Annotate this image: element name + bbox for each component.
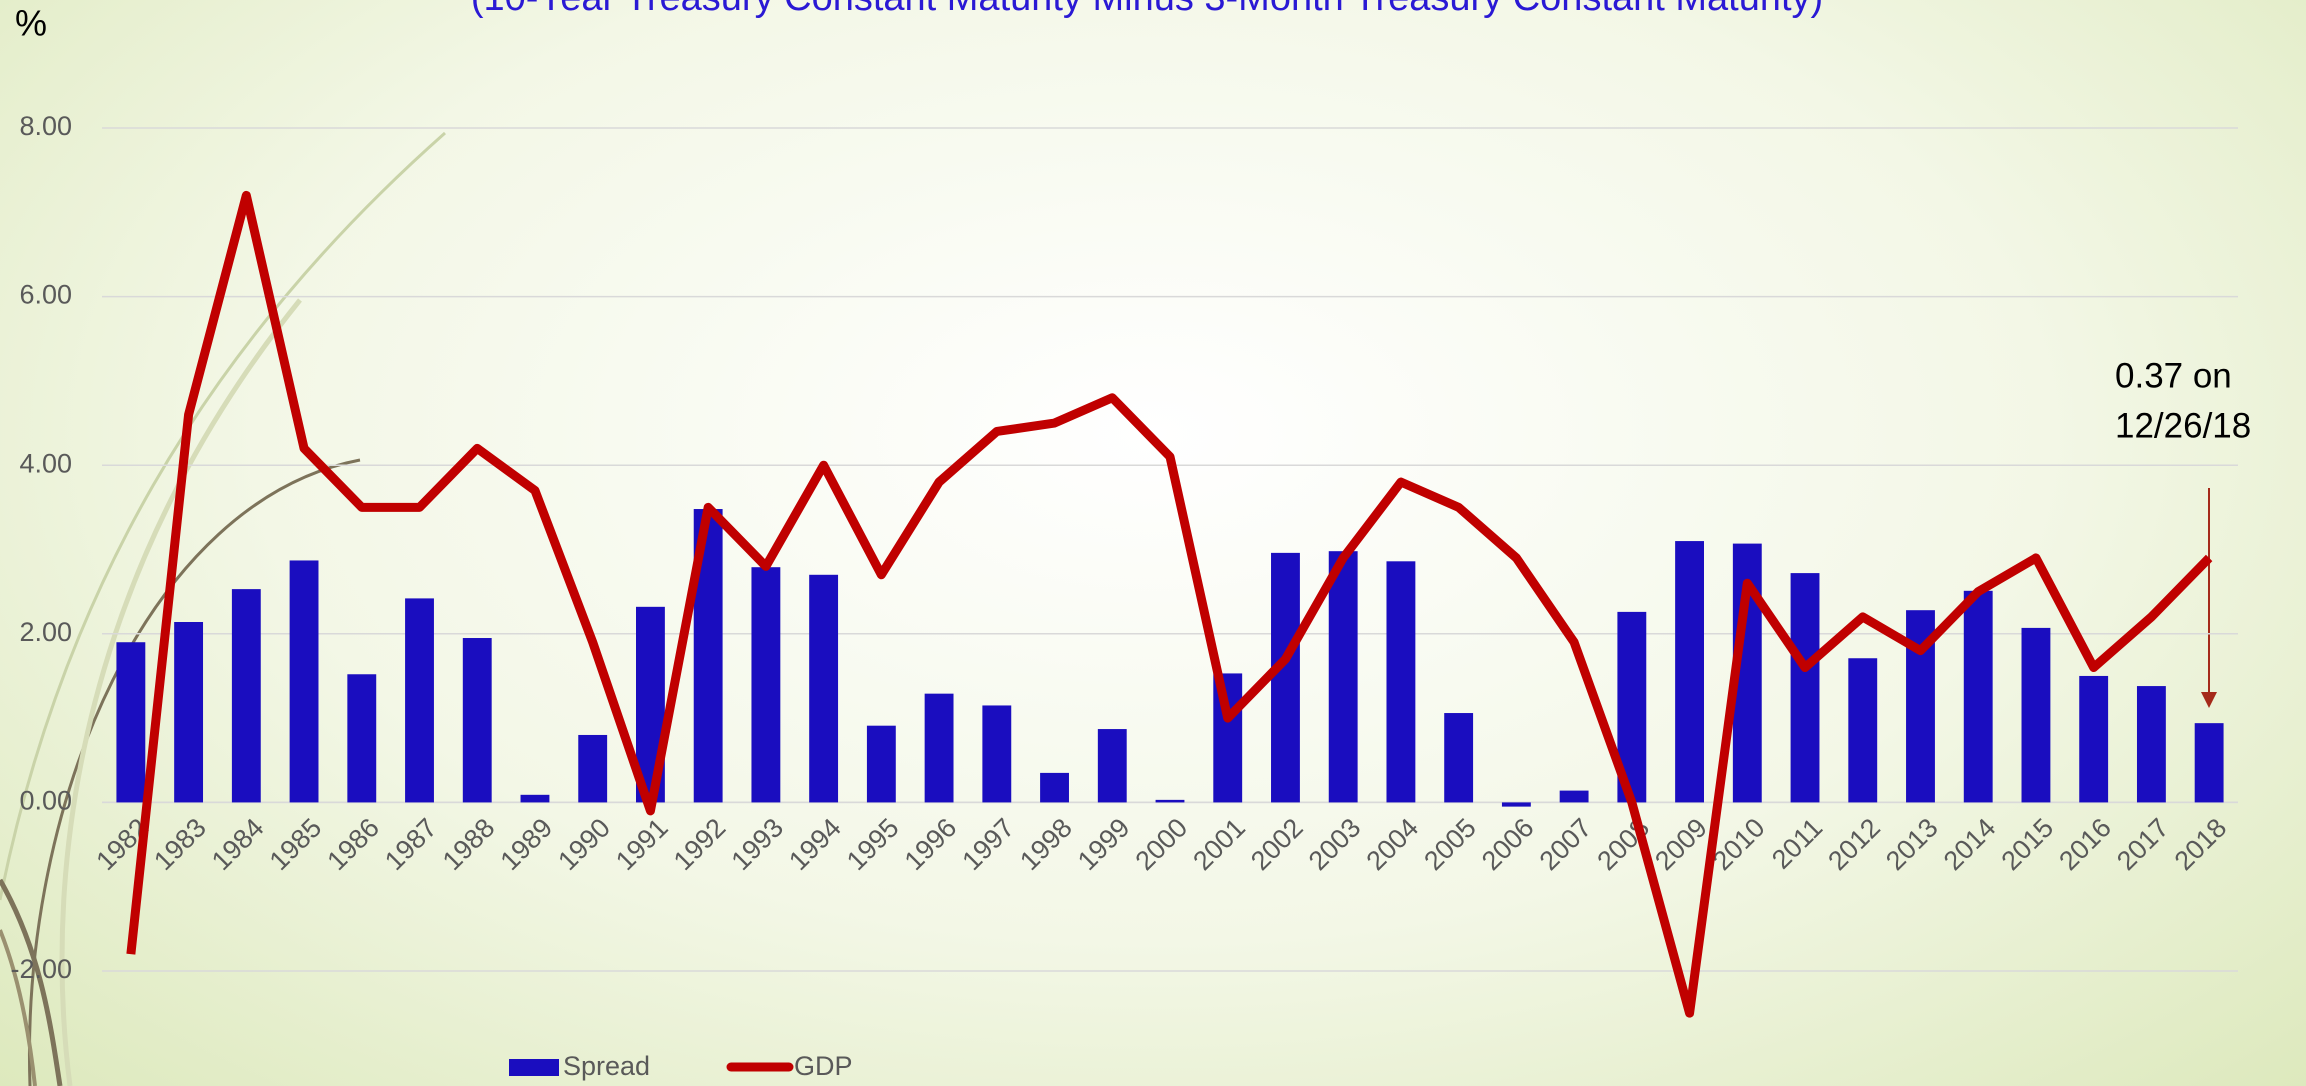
y-tick-label: 4.00 (19, 448, 72, 478)
legend-swatch (509, 1059, 559, 1076)
bar (174, 621, 204, 803)
bar (1328, 551, 1358, 803)
x-tick-label: 2009 (1649, 812, 1713, 876)
y-tick-label: 6.00 (19, 280, 72, 310)
x-tick-label: 2014 (1938, 812, 2002, 876)
bar (2194, 723, 2224, 803)
bar (1790, 573, 1820, 803)
y-tick-label: 2.00 (19, 617, 72, 647)
bar (2079, 675, 2109, 803)
bar (116, 642, 146, 803)
x-tick-label: 1995 (841, 812, 905, 876)
x-tick-label: 1990 (552, 812, 616, 876)
bar (982, 705, 1012, 803)
bar (405, 598, 434, 803)
x-tick-label: 1999 (1072, 812, 1136, 876)
decoration (0, 131, 446, 1086)
bar (578, 734, 608, 803)
x-tick-label: 1987 (379, 812, 443, 876)
x-tick-label: 2002 (1245, 812, 1309, 876)
x-tick-label: 1989 (495, 812, 559, 876)
bar (751, 567, 781, 803)
x-tick-label: 2016 (2053, 812, 2117, 876)
x-tick-label: 2003 (1303, 812, 1367, 876)
bar (1097, 729, 1127, 803)
x-tick-label: 1991 (610, 812, 674, 876)
x-tick-label: 2013 (1880, 812, 1944, 876)
y-axis-label: % (15, 3, 47, 44)
y-tick-label: 0.00 (19, 786, 72, 816)
bar (924, 693, 954, 803)
x-tick-label: 2000 (1130, 812, 1194, 876)
bar (809, 574, 839, 803)
x-tick-label: 1988 (437, 812, 501, 876)
subtitle: (10-Year Treasury Constant Maturity Minu… (471, 0, 1823, 19)
x-tick-label: 2018 (2169, 812, 2233, 876)
bar (2136, 686, 2166, 803)
x-tick-label: 1994 (783, 812, 847, 876)
annotation-arrowhead (2201, 692, 2217, 708)
x-tick-label: 1983 (148, 812, 212, 876)
bar (1040, 772, 1069, 803)
x-tick-label: 1996 (899, 812, 963, 876)
line (126, 190, 2213, 1018)
x-tick-label: 1985 (264, 812, 328, 876)
x-tick-label: 2017 (2111, 812, 2175, 876)
bar (1501, 802, 1531, 807)
bar (1155, 799, 1185, 803)
bar (347, 674, 377, 803)
x-tick-label: 2011 (1766, 812, 1828, 874)
legend-label: GDP (794, 1051, 853, 1081)
bar (1444, 713, 1474, 803)
x-tick-label: 2012 (1822, 812, 1886, 876)
annotation: 12/26/18 (2115, 406, 2251, 445)
bar (1675, 541, 1704, 803)
bar (2021, 627, 2051, 803)
bar (1559, 790, 1589, 803)
x-tick-label: 2007 (1534, 812, 1598, 876)
y-tick-label: -2.00 (10, 954, 72, 984)
x-tick-label: 1993 (725, 812, 789, 876)
bar (1386, 561, 1416, 803)
x-tick-label: 1992 (668, 812, 732, 876)
legend-label: Spread (563, 1051, 650, 1081)
bar (1848, 658, 1878, 803)
bar (520, 794, 550, 803)
x-tick-label: 2004 (1361, 812, 1425, 876)
bar (462, 638, 492, 803)
annotation: 0.37 on (2115, 356, 2232, 395)
x-tick-label: 1997 (956, 812, 1020, 876)
x-tick-label: 2015 (1996, 812, 2060, 876)
x-tick-label: 1998 (1014, 812, 1078, 876)
bar (231, 589, 261, 803)
x-tick-label: 1986 (321, 812, 385, 876)
x-tick-label: 2005 (1418, 812, 1482, 876)
x-tick-label: 2006 (1476, 812, 1540, 876)
bar (1963, 590, 1993, 803)
y-tick-label: 8.00 (19, 111, 72, 141)
x-tick-label: 1984 (206, 812, 270, 876)
x-tick-label: 2001 (1187, 812, 1251, 876)
bar (1271, 552, 1300, 803)
bar (866, 725, 896, 803)
bar (289, 560, 319, 803)
